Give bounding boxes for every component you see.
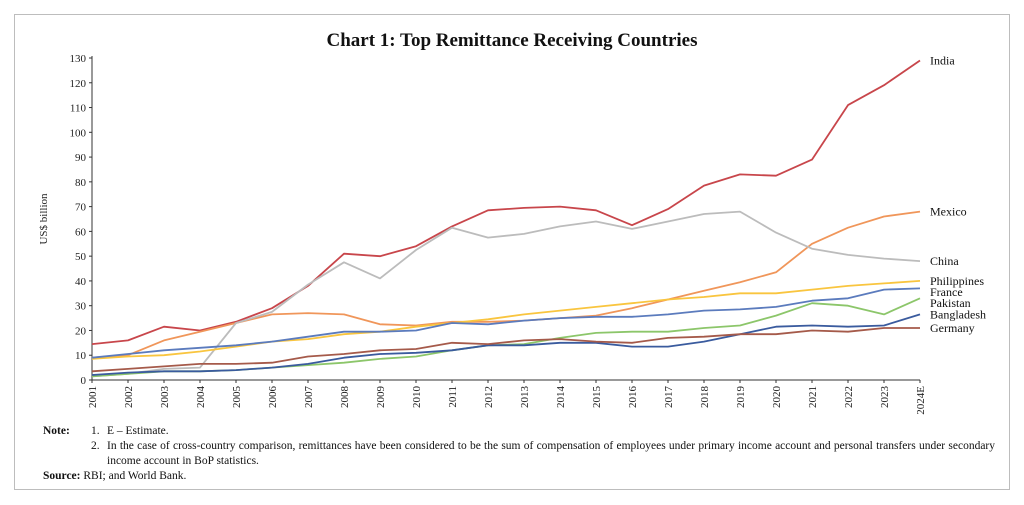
series-labels: India Mexico China PhilippinesFrancePakista… [930,53,986,335]
notes-block: Note: 1. E – Estimate. 2. In the case of… [43,424,995,484]
x-tick-label: 2008 [339,386,351,409]
series-line-philippines [91,280,921,360]
y-tick-label: 10 [75,350,87,362]
series-line-bangladesh [91,313,921,376]
y-tick-label: 90 [75,152,87,164]
note-label: Note: [43,425,70,437]
y-tick-label: 20 [75,325,87,337]
line-chart: 0 10 20 30 40 50 60 70 80 90 100 110 120 130 US$ billi… [38,53,986,415]
series-label-china: China [930,254,959,268]
series-label-france: France [930,285,963,299]
source-line: Source: RBI; and World Bank. [43,469,995,484]
series-line-china [91,210,921,378]
x-tick-label: 2006 [267,386,279,409]
y-tick-label: 0 [81,375,87,387]
x-tick-label: 2021 [807,386,819,408]
series-line-mexico [91,210,921,359]
x-tick-label: 2003 [159,386,171,409]
y-axis-label: US$ billion [38,193,50,245]
y-tick-label: 120 [70,78,87,90]
x-tick-label: 2007 [303,386,315,409]
series-line-germany [91,327,920,373]
x-tick-label: 2018 [699,386,711,409]
x-tick-label: 2015 [591,386,603,409]
series-label-philippines: Philippines [930,274,984,288]
series-label-bangladesh: Bangladesh [930,307,986,321]
x-tick-label: 2012 [483,386,495,408]
note-row-1: Note: 1. E – Estimate. [43,424,995,439]
y-tick-label: 80 [75,177,87,189]
chart-series [91,59,921,378]
y-tick-label: 40 [75,276,87,288]
y-tick-label: 70 [75,202,87,214]
x-tick-label: 2004 [195,386,207,409]
source-text: RBI; and World Bank. [83,470,187,482]
note-text: E – Estimate. [107,425,169,437]
x-tick-label: 2019 [735,386,747,409]
x-tick-label: 2016 [627,386,639,409]
series-line-india [91,59,921,345]
series-label-pakistan: Pakistan [930,296,971,310]
series-label-mexico: Mexico [930,205,967,219]
x-tick-label: 2009 [375,386,387,409]
y-tick-label: 130 [70,53,87,65]
series-line-france [91,287,921,359]
x-tick-label: 2013 [519,386,531,409]
x-tick-label: 2005 [231,386,243,409]
x-tick-label: 2001 [87,386,99,408]
x-tick-label: 2024E [915,386,927,415]
x-tick-label: 2022 [843,386,855,408]
y-tick-label: 60 [75,226,87,238]
x-tick-label: 2002 [123,386,135,408]
note-text: In the case of cross-country comparison,… [107,440,995,467]
x-tick-label: 2020 [771,386,783,409]
chart-frame [14,14,1010,490]
x-tick-label: 2010 [411,386,423,409]
series-label-india: India [930,53,955,67]
x-tick-label: 2017 [663,386,675,409]
x-tick-label: 2023 [879,386,891,409]
note-row-2: 2. In the case of cross-country comparis… [43,439,995,469]
note-number: 1. [91,425,100,437]
y-tick-label: 30 [75,301,87,313]
chart-title: Chart 1: Top Remittance Receiving Countr… [326,30,698,51]
x-tick-label: 2011 [447,386,459,408]
y-tick-label: 110 [70,103,87,115]
chart-axes: 0 10 20 30 40 50 60 70 80 90 100 110 120 130 US$ billi… [38,53,927,415]
x-tick-label: 2014 [555,386,567,409]
y-tick-label: 100 [70,127,87,139]
source-label: Source: [43,470,81,482]
series-label-germany: Germany [930,321,975,335]
y-tick-label: 50 [75,251,87,263]
note-number: 2. [91,440,100,452]
